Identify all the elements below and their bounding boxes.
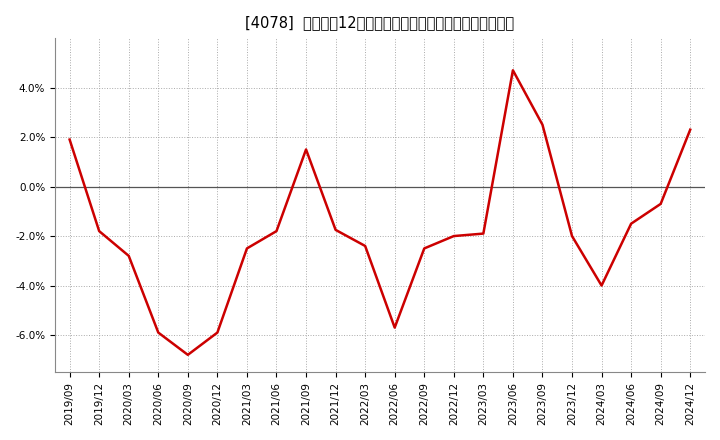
Title: [4078]  売上高の12か月移動合計の対前年同期増減率の推移: [4078] 売上高の12か月移動合計の対前年同期増減率の推移 xyxy=(246,15,515,30)
